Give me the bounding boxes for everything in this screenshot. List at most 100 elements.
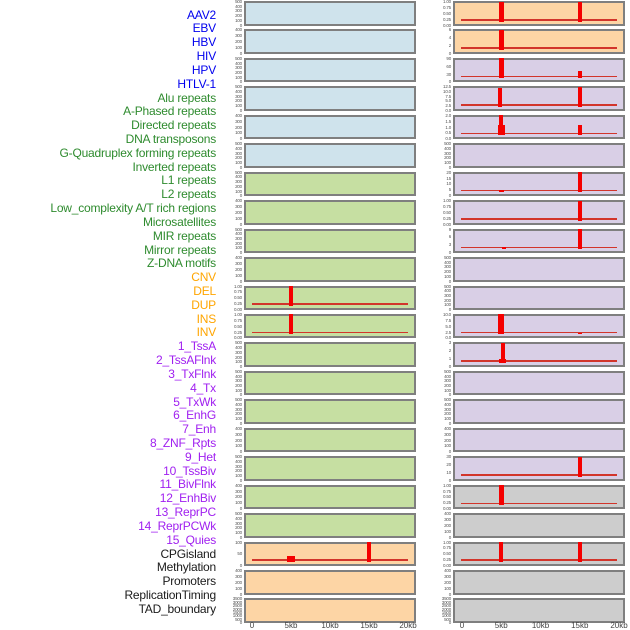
y-tick-label: 500	[235, 397, 242, 403]
signal-spike	[499, 359, 507, 363]
y-tick-label: 100	[235, 500, 242, 506]
track-row-label: EBV	[192, 21, 217, 36]
y-tick-label: 500	[235, 226, 242, 232]
y-tick-label: 0	[239, 534, 243, 540]
track-panel	[453, 342, 625, 367]
y-tick-label: 0.0	[445, 136, 451, 142]
track-panel	[453, 1, 625, 26]
y-tick-label: 90	[446, 55, 451, 61]
y-tick-label: 500	[444, 255, 451, 261]
y-tick-label: 300	[235, 378, 242, 384]
track-row-label: 14_ReprPCWk	[138, 518, 216, 533]
y-tick-label: 1000	[441, 613, 451, 619]
y-tick-label: 300	[235, 463, 242, 469]
y-tick-label: 100	[235, 160, 242, 166]
track-row-label: 11_BivFlnk	[159, 477, 217, 492]
y-tick-label: 400	[235, 425, 242, 431]
y-tick-label: 0.25	[443, 215, 451, 221]
signal-spike	[498, 314, 505, 335]
y-tick-label: 0.50	[234, 323, 242, 329]
track-row-label: DEL	[193, 284, 216, 298]
track-row-label: 15_Quies	[166, 532, 216, 547]
y-tick-label: 200	[235, 155, 242, 161]
y-tick-label: 0	[239, 449, 243, 455]
y-tick-label: 1.00	[443, 198, 451, 204]
y-tick-label: 200	[444, 155, 451, 161]
y-tick-label: 20	[446, 462, 451, 468]
y-tick-label: 200	[444, 269, 451, 275]
y-tick-label: 400	[444, 373, 451, 379]
track-row-label: G-Quadruplex forming repeats	[59, 145, 217, 160]
track-panel	[244, 86, 416, 111]
y-tick-label: 400	[235, 112, 242, 118]
y-tick-label: 100	[235, 103, 242, 109]
y-tick-label: 0.75	[443, 545, 451, 551]
y-tick-label: 0	[239, 79, 243, 85]
y-tick-label: 300	[235, 349, 242, 355]
y-tick-label: 400	[444, 568, 451, 573]
y-tick-label: 3000	[441, 599, 451, 605]
signal-baseline	[461, 474, 617, 476]
y-tick-label: 1	[448, 356, 452, 362]
y-tick-label: 200	[444, 411, 451, 417]
signal-baseline	[461, 132, 617, 135]
y-tick-label: 300	[235, 8, 242, 14]
y-tick-label: 400	[235, 3, 242, 9]
track-row-label: AAV2	[187, 7, 216, 22]
y-tick-label: 400	[444, 511, 451, 517]
y-tick-label: 2.0	[445, 112, 451, 118]
signal-spike	[498, 1, 504, 22]
y-tick-label: 100	[444, 416, 451, 422]
x-axis-label: 5kb	[284, 621, 298, 630]
y-tick-label: 15	[446, 175, 451, 181]
track-panel	[453, 399, 625, 424]
y-tick-label: 400	[235, 515, 242, 521]
y-tick-label: 400	[235, 145, 242, 151]
y-tick-label: 10	[446, 469, 451, 475]
track-panel	[453, 313, 625, 339]
y-tick-label: 0.00	[234, 335, 242, 341]
y-tick-label: 100	[235, 359, 242, 365]
signal-spike	[577, 229, 582, 250]
y-tick-label: 400	[235, 89, 242, 95]
y-tick-label: 0	[239, 193, 243, 199]
y-tick-label: 400	[235, 255, 242, 261]
x-axis-label: 20kb	[399, 621, 417, 630]
signal-spike	[289, 286, 293, 306]
track-row-label: 10_TssBiv	[163, 463, 216, 478]
signal-baseline	[461, 104, 617, 106]
signal-spike	[498, 190, 504, 193]
track-panel	[244, 342, 416, 367]
y-tick-label: 0.50	[443, 10, 451, 16]
y-tick-label: 300	[444, 378, 451, 384]
y-tick-label: 200	[235, 437, 242, 443]
track-panel	[244, 228, 416, 254]
y-tick-label: 300	[235, 260, 242, 266]
track-panel	[244, 427, 416, 453]
y-tick-label: 300	[235, 33, 242, 39]
y-tick-label: 300	[235, 488, 242, 494]
track-row-label: HPV	[191, 62, 216, 77]
y-tick-label: 100	[235, 539, 242, 545]
y-tick-label: 3	[448, 242, 452, 248]
track-row-label: Z-DNA motifs	[147, 256, 216, 271]
y-tick-label: 0	[239, 563, 243, 569]
track-row-label: L2 repeats	[161, 187, 216, 202]
y-tick-label: 0	[448, 534, 452, 540]
y-tick-label: 6	[448, 234, 452, 240]
y-tick-label: 100	[235, 272, 242, 278]
y-tick-label: 400	[444, 402, 451, 407]
y-tick-label: 3500	[232, 596, 242, 602]
y-tick-label: 5.0	[445, 323, 451, 329]
y-tick-label: 300	[235, 179, 242, 185]
y-tick-label: 3	[448, 340, 452, 346]
y-tick-label: 0.00	[234, 307, 242, 312]
track-panel	[453, 598, 625, 623]
signal-baseline	[252, 331, 408, 334]
track-panel	[453, 143, 625, 168]
track-row-label: 7_Enh	[182, 422, 216, 437]
track-panel	[453, 57, 625, 83]
y-tick-label: 4	[448, 35, 452, 41]
signal-spike	[577, 200, 582, 221]
track-row-label: INS	[196, 311, 217, 326]
